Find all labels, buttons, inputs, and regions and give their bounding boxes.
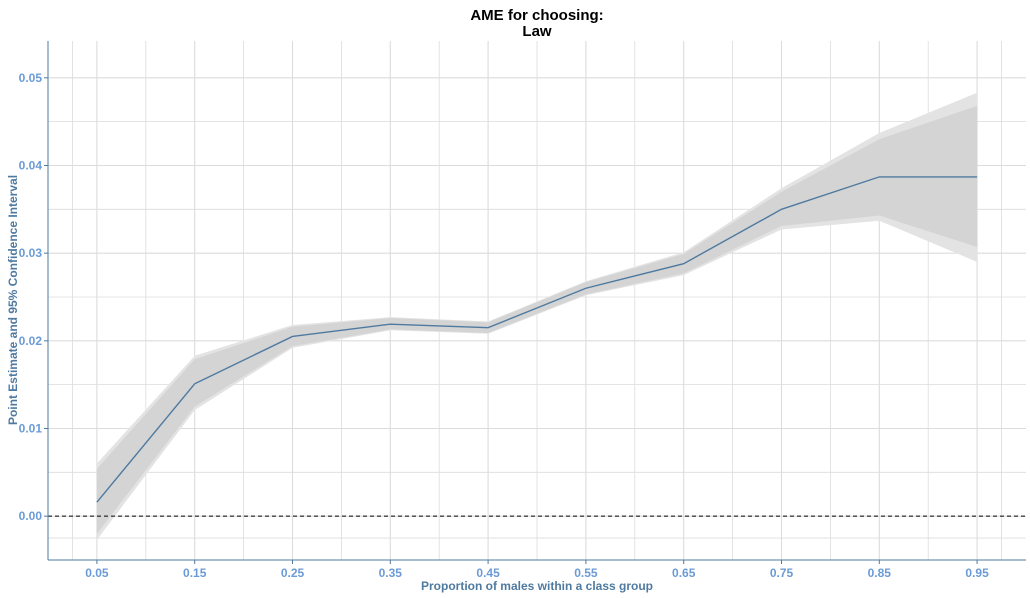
axes (44, 41, 1026, 564)
x-tick-label: 0.15 (183, 566, 207, 580)
y-tick-labels: 0.00 0.01 0.02 0.03 0.04 0.05 (19, 71, 43, 523)
x-tick-label: 0.65 (672, 566, 696, 580)
ci-band-inner (96, 105, 978, 534)
y-tick-label: 0.00 (19, 509, 43, 523)
chart-title-line-1: AME for choosing: (470, 7, 604, 24)
x-tick-label: 0.45 (476, 566, 500, 580)
y-axis-label: Point Estimate and 95% Confidence Interv… (6, 174, 20, 426)
chart-title-line-2: Law (522, 23, 552, 40)
x-tick-labels: 0.05 0.15 0.25 0.35 0.45 0.55 0.65 0.75 0.85 0.95 (85, 566, 989, 580)
ci-band-outer (96, 92, 978, 540)
x-tick-label: 0.25 (281, 566, 305, 580)
point-estimate-line (96, 176, 978, 503)
x-tick-label: 0.55 (574, 566, 598, 580)
x-tick-label: 0.75 (770, 566, 794, 580)
y-tick-label: 0.01 (19, 421, 43, 435)
x-tick-label: 0.95 (965, 566, 989, 580)
y-tick-label: 0.05 (19, 71, 43, 85)
x-tick-label: 0.35 (379, 566, 403, 580)
x-tick-label: 0.85 (868, 566, 892, 580)
x-axis-label: Proportion of males within a class group (420, 579, 654, 593)
x-tick-label: 0.05 (85, 566, 109, 580)
y-tick-label: 0.03 (19, 246, 43, 260)
y-tick-label: 0.02 (19, 334, 43, 348)
y-tick-label: 0.04 (19, 158, 43, 172)
